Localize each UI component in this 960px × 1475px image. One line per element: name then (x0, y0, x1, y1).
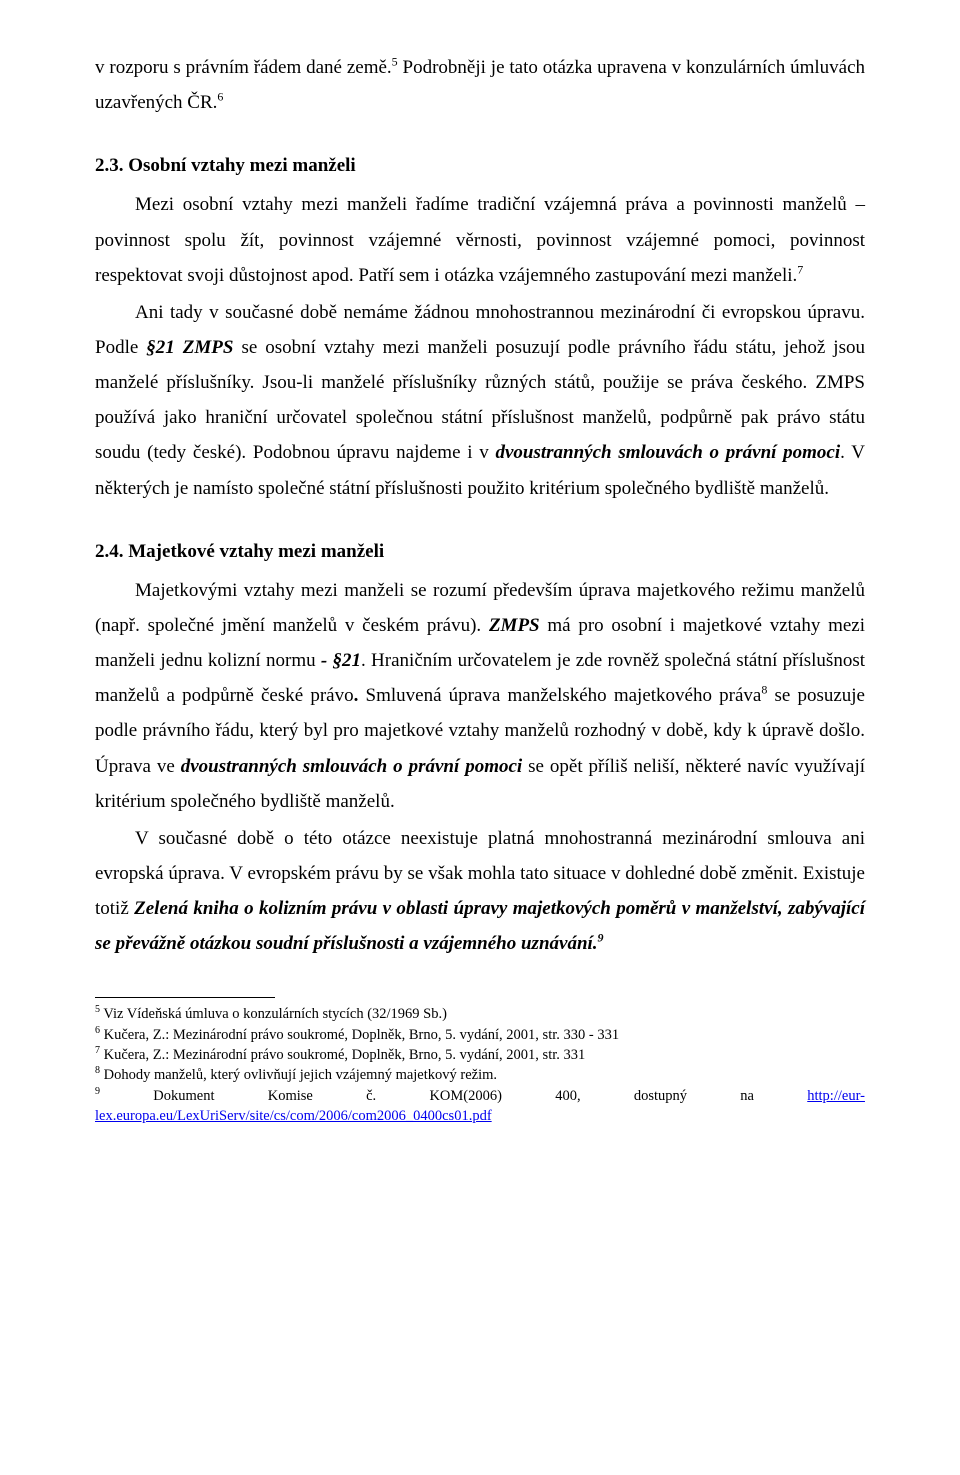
text-bold-italic: ZMPS (489, 615, 540, 636)
footnote-word: č. (366, 1086, 376, 1106)
text: v rozporu s právním řádem dané země. (95, 57, 392, 78)
intro-paragraph: v rozporu s právním řádem dané země.5 Po… (95, 50, 865, 120)
footnote-8: 8 Dohody manželů, který ovlivňují jejich… (95, 1065, 865, 1085)
footnote-num: 9 (95, 1086, 100, 1097)
section-heading-2-4: 2.4. Majetkové vztahy mezi manželi (95, 534, 865, 569)
footnote-separator (95, 997, 275, 998)
footnote-ref-9: 9 (598, 931, 604, 945)
text-bold-italic: dvoustranných smlouvách o právní pomoci (181, 756, 522, 777)
footnote-6: 6 Kučera, Z.: Mezinárodní právo soukromé… (95, 1025, 865, 1045)
footnote-word: dostupný (634, 1086, 687, 1106)
footnote-word: Dokument (153, 1086, 214, 1106)
text: Mezi osobní vztahy mezi manželi řadíme t… (95, 194, 865, 285)
footnote-text: Viz Vídeňská úmluva o konzulárních stycí… (100, 1006, 447, 1022)
footnote-link[interactable]: lex.europa.eu/LexUriServ/site/cs/com/200… (95, 1108, 492, 1124)
footnote-text: Kučera, Z.: Mezinárodní právo soukromé, … (100, 1047, 585, 1063)
text-bold: . (354, 685, 366, 706)
text: Smluvená úprava manželského majetkového … (366, 685, 762, 706)
footnote-word: Komise (268, 1086, 313, 1106)
text-bold-italic: Zelená kniha o kolizním právu v oblasti … (95, 898, 865, 954)
text-bold-italic: §21 ZMPS (146, 337, 233, 358)
footnote-ref-6: 6 (217, 90, 223, 104)
footnote-link[interactable]: http://eur- (807, 1086, 865, 1106)
document-page: v rozporu s právním řádem dané země.5 Po… (0, 0, 960, 1176)
section-2-3-para-2: Ani tady v současné době nemáme žádnou m… (95, 295, 865, 506)
text-bold-italic: - §21 (321, 650, 361, 671)
footnotes-block: 5 Viz Vídeňská úmluva o konzulárních sty… (95, 1004, 865, 1126)
section-2-3-para-1: Mezi osobní vztahy mezi manželi řadíme t… (95, 187, 865, 292)
section-2-4-para-1: Majetkovými vztahy mezi manželi se rozum… (95, 573, 865, 819)
footnote-ref-7: 7 (797, 262, 803, 276)
footnote-text: Dohody manželů, který ovlivňují jejich v… (100, 1067, 497, 1083)
section-heading-2-3: 2.3. Osobní vztahy mezi manželi (95, 148, 865, 183)
footnote-word: 400, (555, 1086, 580, 1106)
footnote-word: KOM(2006) (429, 1086, 502, 1106)
footnote-word: na (740, 1086, 754, 1106)
text-bold-italic: dvoustranných smlouvách o právní pomoci (495, 442, 840, 463)
footnote-text: Kučera, Z.: Mezinárodní právo soukromé, … (100, 1027, 619, 1043)
footnote-5: 5 Viz Vídeňská úmluva o konzulárních sty… (95, 1004, 865, 1024)
footnote-9: 9 Dokument Komise č. KOM(2006) 400, dost… (95, 1086, 865, 1127)
footnote-7: 7 Kučera, Z.: Mezinárodní právo soukromé… (95, 1045, 865, 1065)
section-2-4-para-2: V současné době o této otázce neexistuje… (95, 821, 865, 962)
